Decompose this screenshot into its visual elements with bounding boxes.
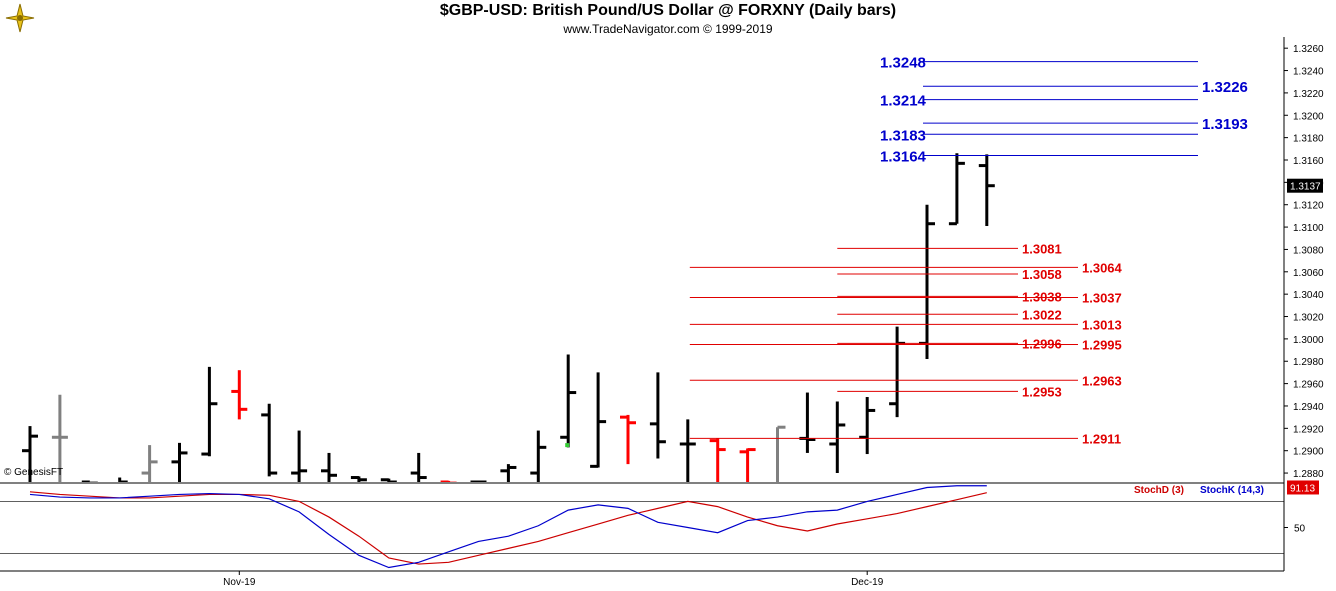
x-tick-label: Nov-19 xyxy=(223,577,256,588)
red-level-label: 1.2996 xyxy=(1022,336,1062,351)
axes: 1.3260 1.3240 1.3220 1.3200 1.3180 1.3160 1.31… xyxy=(0,37,1324,588)
ohlc-bar xyxy=(500,464,517,482)
ohlc-bar xyxy=(620,414,636,465)
y-tick-label: 1.2960 xyxy=(1293,380,1324,391)
ohlc-bar xyxy=(978,154,995,226)
ohlc-bar xyxy=(350,476,367,482)
y-tick-label: 1.3180 xyxy=(1293,134,1324,145)
ohlc-bar xyxy=(948,153,965,226)
ohlc-bar xyxy=(560,354,577,448)
blue-level-label: 1.3193 xyxy=(1202,116,1248,133)
ohlc-bar xyxy=(291,430,308,482)
y-tick-label: 1.3260 xyxy=(1293,44,1324,55)
stoch-series-line xyxy=(29,491,987,565)
ohlc-bars xyxy=(22,153,995,482)
y-tick-label: 1.3000 xyxy=(1293,335,1324,346)
ohlc-bar xyxy=(679,419,696,482)
ohlc-bar xyxy=(51,394,68,482)
ohlc-bar xyxy=(201,366,218,457)
ohlc-bar xyxy=(261,403,278,477)
compass-logo-icon xyxy=(5,3,35,33)
last-stoch-marker xyxy=(1287,480,1319,495)
red-level-label: 1.3058 xyxy=(1022,267,1062,282)
y-tick-label: 1.3160 xyxy=(1293,156,1324,167)
y-tick-label: 1.2880 xyxy=(1293,469,1324,480)
ohlc-bar xyxy=(590,372,607,468)
y-tick-label: 1.2980 xyxy=(1293,357,1324,368)
y-tick-label: 1.3060 xyxy=(1293,268,1324,279)
stoch-series-line xyxy=(29,485,987,569)
y-tick-label: 1.3200 xyxy=(1293,111,1324,122)
ohlc-bar xyxy=(440,480,457,482)
last-stoch-label: 91.13 xyxy=(1290,483,1315,494)
ohlc-bar xyxy=(649,372,666,459)
y-tick-label: 1.2920 xyxy=(1293,424,1324,435)
red-level-label: 1.2911 xyxy=(1082,431,1121,446)
red-level-label: 1.2963 xyxy=(1082,373,1122,388)
stochastic-plot-area xyxy=(0,484,1284,571)
red-level-label: 1.3022 xyxy=(1022,307,1062,322)
ohlc-bar xyxy=(829,401,846,474)
y-tick-label: 1.2900 xyxy=(1293,447,1324,458)
price-plot-area xyxy=(0,37,1284,482)
ohlc-bar xyxy=(141,445,158,482)
y-tick-label: 1.3020 xyxy=(1293,313,1324,324)
y-tick-label: 1.3120 xyxy=(1293,201,1324,212)
ohlc-bar xyxy=(231,370,248,420)
ohlc-bar xyxy=(709,438,726,482)
ohlc-bar xyxy=(859,397,876,455)
ohlc-bar xyxy=(380,478,397,482)
y-tick-label: 1.3240 xyxy=(1293,67,1324,78)
red-level-label: 1.3064 xyxy=(1082,260,1123,275)
y-tick-label: 1.3080 xyxy=(1293,245,1324,256)
blue-level-label: 1.3183 xyxy=(880,127,926,144)
price-panel: 1.3248 1.3226 1.3214 1.3193 1.3183 1.3164 1.30… xyxy=(0,37,1284,482)
red-level-label: 1.3081 xyxy=(1022,241,1062,256)
ohlc-bar xyxy=(321,452,337,482)
red-level-label: 1.3037 xyxy=(1082,291,1122,306)
ohlc-bar xyxy=(410,452,427,482)
blue-level-label: 1.3248 xyxy=(880,55,926,72)
red-level-label: 1.2953 xyxy=(1022,384,1062,399)
blue-level-label: 1.3214 xyxy=(880,93,927,110)
y-tick-label: 1.2940 xyxy=(1293,402,1324,413)
y-tick-label: 1.3040 xyxy=(1293,290,1324,301)
red-level-label: 1.3038 xyxy=(1022,289,1062,304)
last-price-marker xyxy=(1287,178,1323,193)
last-price-label: 1.3137 xyxy=(1290,182,1321,193)
ohlc-bar xyxy=(739,448,756,482)
red-level-label: 1.3013 xyxy=(1082,317,1122,332)
y-tick-label: 1.3100 xyxy=(1293,223,1324,234)
stoch-y-tick-label: 50 xyxy=(1294,524,1306,535)
ohlc-bar xyxy=(530,430,547,482)
ohlc-bar xyxy=(22,426,38,482)
chart-title: $GBP-USD: British Pound/US Dollar @ FORX… xyxy=(439,2,897,19)
ohlc-bar xyxy=(118,477,128,482)
chart-header: $GBP-USD: British Pound/US Dollar @ FORX… xyxy=(0,0,1336,37)
ohlc-bar xyxy=(776,425,786,482)
ohlc-bar xyxy=(470,480,487,482)
chart-subtitle: www.TradeNavigator.com © 1999-2019 xyxy=(563,22,773,36)
legend-stochd: StochD (3) xyxy=(1134,485,1184,496)
blue-level-label: 1.3164 xyxy=(880,149,927,166)
y-tick-label: 1.3220 xyxy=(1293,89,1324,100)
stochastic-panel: StochD (3) StochK (14,3) xyxy=(0,484,1284,571)
red-level-label: 1.2995 xyxy=(1082,337,1122,352)
legend-stochk: StochK (14,3) xyxy=(1200,485,1264,496)
blue-level-label: 1.3226 xyxy=(1202,79,1248,96)
x-tick-label: Dec-19 xyxy=(851,577,884,588)
watermark-text: © GenesisFT xyxy=(4,467,64,478)
ohlc-bar xyxy=(171,442,188,482)
